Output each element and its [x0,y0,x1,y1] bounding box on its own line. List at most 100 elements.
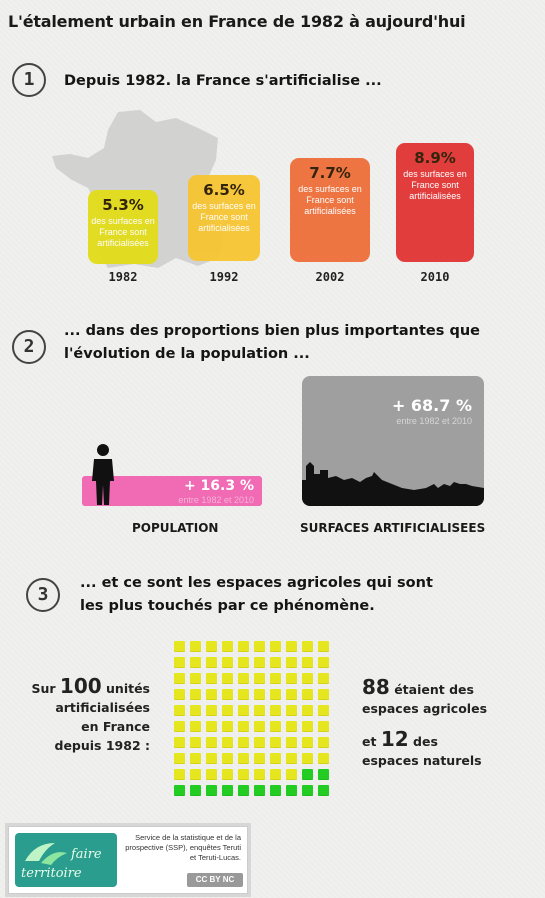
year-card-2: 7.7% des surfaces en France sont artifici… [290,158,370,262]
person-icon [92,444,114,505]
right-text-1a: étaient des [394,682,474,697]
surfaces-box: + 68.7 % entre 1982 et 2010 [302,376,484,506]
right-text-2a: des [413,734,438,749]
agricultural-unit-square [222,721,233,732]
agricultural-unit-square [206,769,217,780]
logo-line1: faire [71,847,102,862]
agricultural-unit-square [222,641,233,652]
population-value: + 16.3 % [183,478,254,494]
surfaces-period: entre 1982 et 2010 [396,416,472,426]
natural-unit-square [318,785,329,796]
page-title: L'étalement urbain en France de 1982 à a… [8,12,466,31]
agricultural-unit-square [190,657,201,668]
section-number-2: 2 [12,330,46,364]
agricultural-unit-square [222,737,233,748]
section-heading-2-line1: ... dans des proportions bien plus impor… [64,323,480,339]
agricultural-unit-square [238,737,249,748]
agricultural-unit-square [206,657,217,668]
agricultural-unit-square [302,737,313,748]
agricultural-unit-square [270,689,281,700]
agricultural-unit-square [190,705,201,716]
agricultural-unit-square [286,689,297,700]
natural-unit-square [190,785,201,796]
agricultural-unit-square [286,753,297,764]
agricultural-unit-square [286,673,297,684]
agricultural-unit-square [302,641,313,652]
agricultural-unit-square [254,689,265,700]
right-text-2b: espaces naturels [362,753,482,768]
agricultural-unit-square [222,657,233,668]
right-conj: et [362,734,377,749]
natural-unit-square [238,785,249,796]
agricultural-unit-square [270,673,281,684]
agricultural-unit-square [318,753,329,764]
agricultural-unit-square [190,753,201,764]
agricultural-unit-square [254,657,265,668]
section-heading-2-line2: l'évolution de la population ... [64,346,310,362]
agricultural-unit-square [318,689,329,700]
agricultural-unit-square [238,657,249,668]
agricultural-unit-square [286,721,297,732]
agricultural-unit-square [222,673,233,684]
france-map-icon [52,110,224,268]
card-year: 2010 [420,270,450,284]
right-statement: 88 étaient des espaces agricoles et 12 d… [362,677,542,770]
card-description: des surfaces en France sont artificialis… [403,169,467,201]
agricultural-unit-square [270,737,281,748]
agricultural-unit-square [270,769,281,780]
agricultural-unit-square [286,737,297,748]
agricultural-unit-square [222,689,233,700]
agricultural-unit-square [174,769,185,780]
agricultural-unit-square [222,705,233,716]
logo-line2: territoire [21,866,82,881]
natural-unit-square [318,769,329,780]
agricultural-unit-square [206,705,217,716]
agricultural-unit-square [318,737,329,748]
population-period: entre 1982 et 2010 [178,495,254,505]
surfaces-label: SURFACES ARTIFICIALISEES [300,521,486,535]
agricultural-unit-square [174,705,185,716]
agricultural-unit-square [190,673,201,684]
agricultural-unit-square [222,753,233,764]
card-year: 1992 [209,270,239,284]
agricultural-unit-square [302,721,313,732]
left-suffix: unités [106,681,150,696]
agricultural-unit-square [238,673,249,684]
agricultural-unit-square [190,641,201,652]
natural-unit-square [222,785,233,796]
right-text-1b: espaces agricoles [362,701,488,716]
agricultural-unit-square [318,657,329,668]
agricultural-unit-square [174,737,185,748]
agricultural-unit-square [238,641,249,652]
cc-license-badge: CC BY NC [187,873,243,887]
agricultural-unit-square [174,673,185,684]
section-number-3: 3 [26,578,60,612]
agricultural-unit-square [238,753,249,764]
agricultural-unit-square [270,657,281,668]
agricultural-unit-square [174,657,185,668]
skyline-icon [302,462,484,506]
agricultural-unit-square [206,721,217,732]
agricultural-unit-square [270,705,281,716]
year-card-3: 8.9% des surfaces en France sont artifici… [396,143,474,262]
agricultural-unit-square [174,753,185,764]
natural-unit-square [174,785,185,796]
card-percentage: 7.7% [309,164,351,182]
left-big-number: 100 [59,674,102,698]
agricultural-unit-square [270,641,281,652]
natural-unit-square [302,769,313,780]
agricultural-unit-square [302,673,313,684]
agricultural-unit-square [318,641,329,652]
card-description: des surfaces en France sont artificialis… [298,184,362,216]
faire-territoire-logo: faire territoire [15,833,117,887]
agricultural-unit-square [174,689,185,700]
agricultural-unit-square [318,673,329,684]
agricultural-unit-square [286,641,297,652]
agricultural-unit-square [222,769,233,780]
leaf-icon [25,843,67,865]
agricultural-unit-square [270,721,281,732]
agricultural-unit-square [318,705,329,716]
card-description: des surfaces en France sont artificialis… [192,201,256,233]
agricultural-unit-square [286,705,297,716]
agricultural-unit-square [206,689,217,700]
